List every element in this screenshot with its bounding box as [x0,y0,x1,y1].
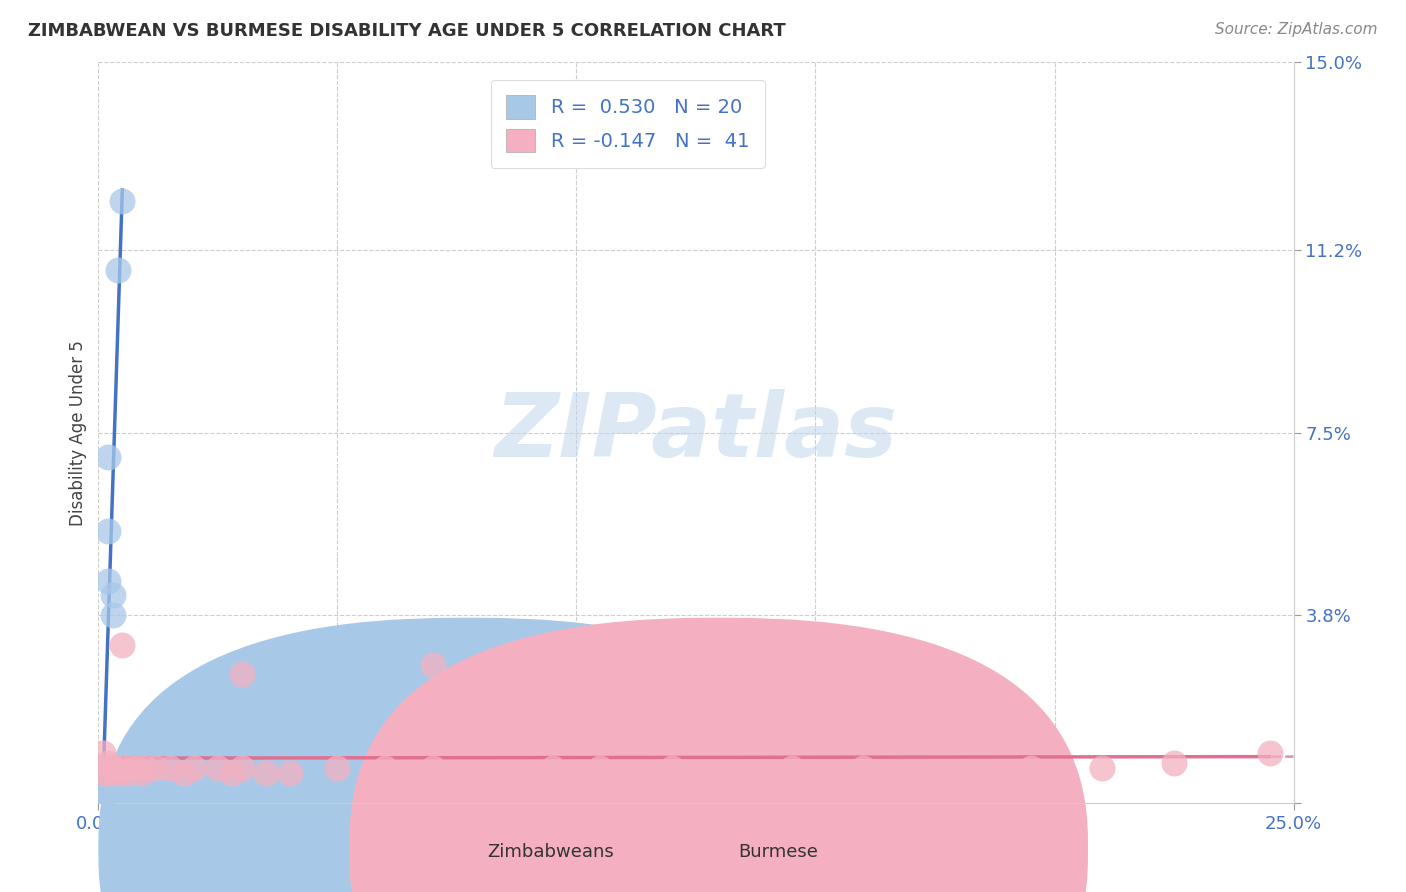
Point [91,780,114,795]
Point [91,776,114,790]
Point [115,766,138,780]
FancyBboxPatch shape [98,617,837,892]
Point [1091,761,1114,775]
Point [221,766,243,780]
Point [101,761,124,775]
Point [107,262,129,277]
Point [101,589,124,603]
Text: Source: ZipAtlas.com: Source: ZipAtlas.com [1215,22,1378,37]
Point [131,766,153,780]
Point [852,761,875,775]
Text: Zimbabweans: Zimbabweans [486,844,613,862]
Point [91,780,114,795]
Point [924,766,946,780]
Point [422,657,444,672]
Legend: R =  0.530   N = 20, R = -0.147   N =  41: R = 0.530 N = 20, R = -0.147 N = 41 [491,79,765,168]
Point [97,450,120,465]
Point [183,761,205,775]
Point [589,761,612,775]
Point [1163,756,1185,771]
Point [254,766,277,780]
Point [97,766,120,780]
Point [91,790,114,805]
Point [231,667,253,681]
Point [91,786,114,800]
Text: Burmese: Burmese [738,844,818,862]
Text: ZIPatlas: ZIPatlas [495,389,897,476]
Point [374,761,396,775]
Point [145,761,167,775]
Point [111,761,134,775]
Point [111,638,134,652]
Point [91,786,114,800]
Point [541,761,564,775]
Point [709,766,731,780]
Point [97,524,120,539]
Point [91,747,114,761]
Point [1258,747,1281,761]
Point [91,776,114,790]
Point [91,766,114,780]
Point [125,761,148,775]
Point [91,790,114,805]
Point [111,194,134,208]
Point [780,761,803,775]
Point [207,761,229,775]
Point [173,766,195,780]
Point [97,756,120,771]
Point [101,608,124,623]
Point [107,766,129,780]
Point [91,790,114,805]
Y-axis label: Disability Age Under 5: Disability Age Under 5 [69,340,87,525]
Point [97,574,120,588]
Point [159,761,181,775]
Point [1019,761,1042,775]
Point [470,766,492,780]
Point [422,761,444,775]
Point [91,761,114,775]
Point [278,766,301,780]
Point [661,632,683,647]
FancyBboxPatch shape [350,617,1088,892]
Point [135,761,157,775]
Point [91,766,114,780]
Point [101,761,124,775]
Point [231,761,253,775]
Point [91,790,114,805]
Point [661,761,683,775]
Text: ZIMBABWEAN VS BURMESE DISABILITY AGE UNDER 5 CORRELATION CHART: ZIMBABWEAN VS BURMESE DISABILITY AGE UND… [28,22,786,40]
Point [121,761,143,775]
Point [91,790,114,805]
Point [326,761,349,775]
